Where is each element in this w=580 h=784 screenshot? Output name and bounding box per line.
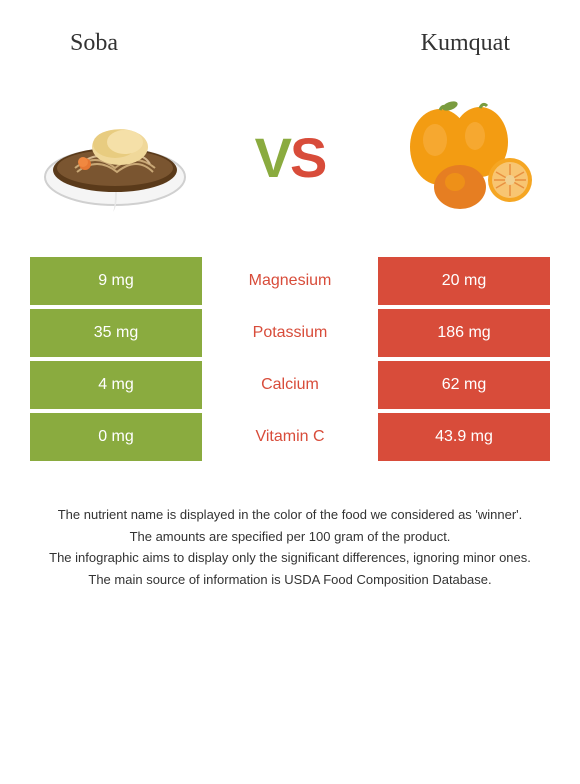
nutrient-name-cell: Magnesium: [202, 257, 378, 305]
left-food-title: Soba: [70, 30, 118, 57]
header: Soba Kumquat: [0, 0, 580, 67]
footer-notes: The nutrient name is displayed in the co…: [0, 465, 580, 611]
nutrient-name-cell: Calcium: [202, 361, 378, 409]
nutrient-table: 9 mg Magnesium 20 mg 35 mg Potassium 186…: [0, 257, 580, 461]
left-value-cell: 0 mg: [30, 413, 202, 461]
left-value-cell: 4 mg: [30, 361, 202, 409]
right-value-cell: 186 mg: [378, 309, 550, 357]
table-row: 9 mg Magnesium 20 mg: [30, 257, 550, 305]
kumquat-image: [380, 87, 550, 227]
footer-line: The main source of information is USDA F…: [40, 570, 540, 590]
vs-label: VS: [255, 125, 326, 190]
nutrient-name-cell: Vitamin C: [202, 413, 378, 461]
footer-line: The infographic aims to display only the…: [40, 548, 540, 568]
soba-image: [30, 87, 200, 227]
left-value-cell: 35 mg: [30, 309, 202, 357]
soba-bowl-icon: [35, 92, 195, 222]
footer-line: The amounts are specified per 100 gram o…: [40, 527, 540, 547]
footer-line: The nutrient name is displayed in the co…: [40, 505, 540, 525]
kumquat-fruit-icon: [385, 92, 545, 222]
nutrient-name-cell: Potassium: [202, 309, 378, 357]
vs-v-letter: V: [255, 126, 290, 189]
table-row: 35 mg Potassium 186 mg: [30, 309, 550, 357]
table-row: 0 mg Vitamin C 43.9 mg: [30, 413, 550, 461]
right-value-cell: 20 mg: [378, 257, 550, 305]
vs-s-letter: S: [290, 126, 325, 189]
right-food-title: Kumquat: [421, 30, 510, 57]
table-row: 4 mg Calcium 62 mg: [30, 361, 550, 409]
images-row: VS: [0, 67, 580, 257]
right-value-cell: 43.9 mg: [378, 413, 550, 461]
right-value-cell: 62 mg: [378, 361, 550, 409]
left-value-cell: 9 mg: [30, 257, 202, 305]
